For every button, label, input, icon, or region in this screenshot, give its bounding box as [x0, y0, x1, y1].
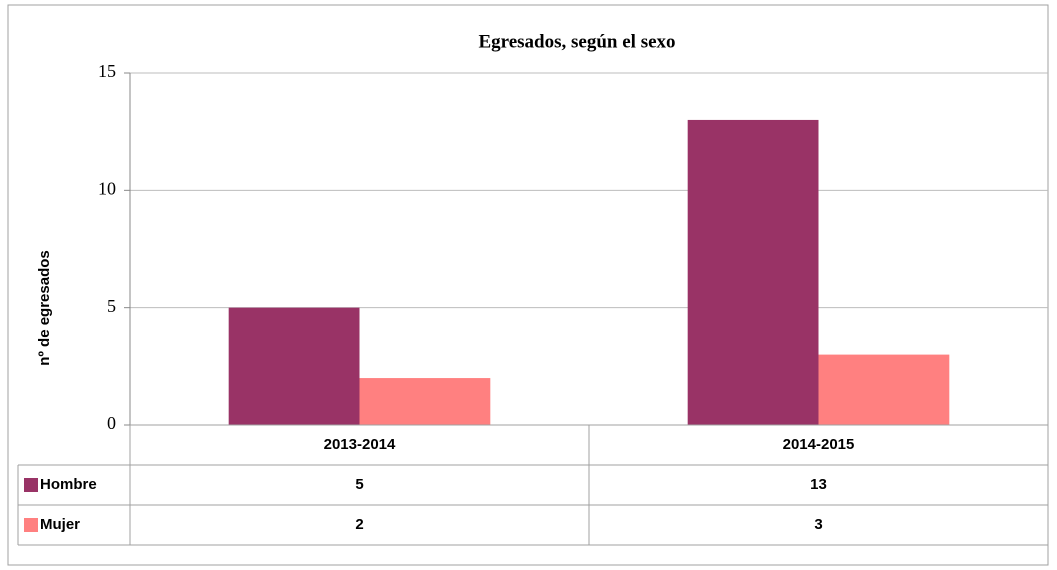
data-label: 5: [355, 476, 363, 493]
chart-title: Egresados, según el sexo: [478, 31, 675, 52]
y-tick-label: 10: [98, 178, 116, 198]
legend-swatch: [24, 518, 38, 532]
y-axis-label: nº de egresados: [36, 250, 53, 366]
bar: [818, 354, 950, 425]
legend-swatch: [24, 478, 38, 492]
bar: [687, 119, 819, 425]
legend-label: Mujer: [40, 516, 80, 533]
bar: [359, 378, 491, 425]
bar: [228, 307, 360, 425]
legend-label: Hombre: [40, 476, 97, 493]
y-tick-label: 15: [98, 61, 116, 81]
y-tick-label: 5: [107, 296, 116, 316]
chart-border: [7, 4, 1049, 566]
data-label: 3: [814, 516, 822, 533]
y-tick-label: 0: [107, 413, 116, 433]
x-tick-label: 2014-2015: [783, 436, 855, 453]
data-label: 13: [810, 476, 827, 493]
data-label: 2: [355, 516, 363, 533]
x-tick-label: 2013-2014: [324, 436, 396, 453]
